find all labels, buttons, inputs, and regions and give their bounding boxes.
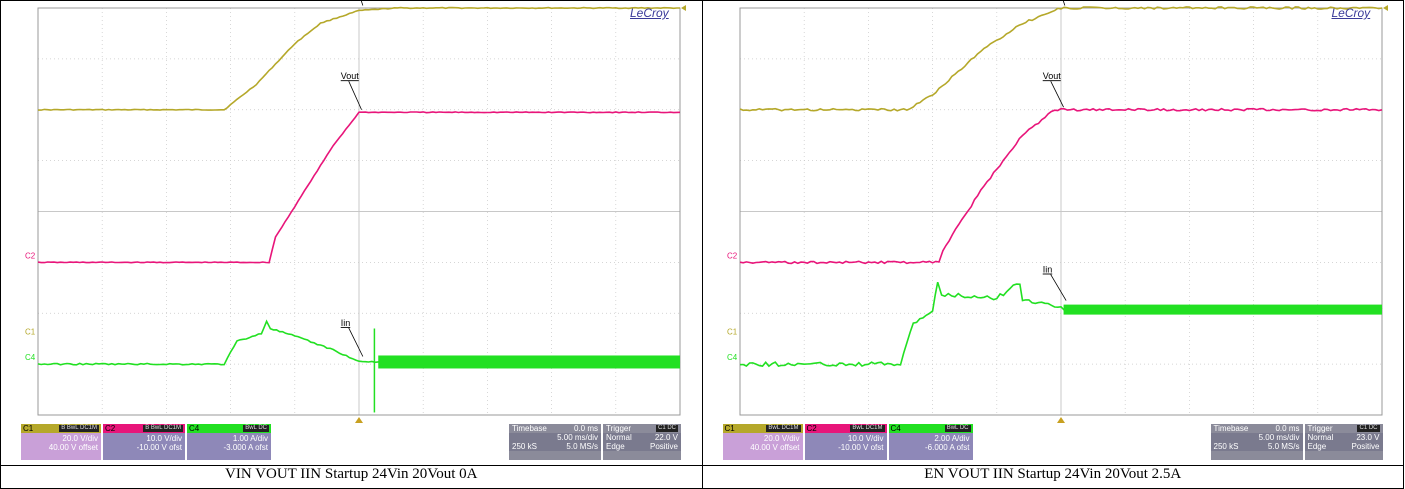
trigger-label: Trigger xyxy=(1307,424,1333,433)
timebase-delay: 0.0 ms xyxy=(1275,424,1300,433)
label-vin-leader xyxy=(1062,1,1065,6)
lecroy-logo: LeCroy xyxy=(630,6,669,20)
channel-marker-c1: C1 xyxy=(25,328,36,337)
trigger-mode: Normal xyxy=(1307,433,1334,442)
trigger-slope: Positive xyxy=(1351,442,1380,451)
channel-marker-c2: C2 xyxy=(727,251,738,260)
trigger-type: Edge xyxy=(606,442,625,451)
channel-descriptor-c1[interactable]: C1 B BwL DC1M 20.0 V/div 40.00 V offset xyxy=(21,424,101,460)
channel-tags: BwL DC xyxy=(243,425,269,432)
status-panel: C1 B BwL DC1M 20.0 V/div 40.00 V offset C2 B … xyxy=(1,422,697,462)
channel-offset: 40.00 V offset xyxy=(48,443,98,452)
channel-descriptor-c4[interactable]: C4 BwL DC 1.00 A/div -3.000 A ofst xyxy=(187,424,271,460)
channel-tags: BwL DC xyxy=(944,425,971,432)
trigger-position-arrow xyxy=(355,417,363,423)
timebase-delay: 0.0 ms xyxy=(573,424,598,433)
channel-marker-c1: C1 xyxy=(727,328,738,337)
trigger-level: 22.0 V xyxy=(654,433,678,442)
trace-iin-ripple-band xyxy=(1063,304,1382,315)
trigger-level-arrow xyxy=(681,5,686,11)
label-iin-leader xyxy=(1049,274,1066,301)
oscilloscope-plot: C1C2C4VinVoutIin xyxy=(25,1,686,423)
trace-vin xyxy=(38,6,680,111)
channel-tags: BwL DC1M xyxy=(766,425,801,432)
channel-scale: 2.00 A/div xyxy=(934,434,970,443)
trigger-descriptor[interactable]: Trigger C1 DC Normal 22.0 V Edge Positive xyxy=(603,424,681,460)
channel-tags: B BwL DC1M xyxy=(59,425,99,432)
trigger-type: Edge xyxy=(1307,442,1327,451)
timebase-rate: 5.0 MS/s xyxy=(1267,442,1300,451)
trace-vout xyxy=(37,111,681,264)
oscilloscope-plot: C1C2C4VinVoutIin xyxy=(727,1,1388,423)
label-iin: Iin xyxy=(341,318,351,328)
label-vin-leader xyxy=(360,1,364,6)
channel-name: C1 xyxy=(23,424,34,433)
channel-offset: -10.00 V ofst xyxy=(136,443,182,452)
channel-tags: BwL DC1M xyxy=(850,425,885,432)
channel-marker-c4: C4 xyxy=(25,353,36,362)
channel-name: C4 xyxy=(189,424,200,433)
timebase-rate: 5.0 MS/s xyxy=(566,442,598,451)
trigger-tags: C1 DC xyxy=(655,425,678,432)
timebase-descriptor[interactable]: Timebase 0.0 ms 5.00 ms/div 250 kS 5.0 MS/s xyxy=(509,424,601,460)
trace-vout xyxy=(739,107,1382,265)
channel-scale: 10.0 V/div xyxy=(146,434,182,443)
graticule-border xyxy=(739,7,1382,416)
channel-scale: 10.0 V/div xyxy=(847,434,884,443)
channel-offset: -10.00 V ofst xyxy=(838,443,884,452)
label-vout: Vout xyxy=(1042,71,1061,81)
label-iin-leader xyxy=(348,327,364,357)
channel-scale: 20.0 V/div xyxy=(763,434,800,443)
channel-scale: 1.00 A/div xyxy=(232,434,268,443)
channel-descriptor-c2[interactable]: C2 BwL DC1M 10.0 V/div -10.00 V ofst xyxy=(804,424,887,460)
label-vout-leader xyxy=(1049,81,1064,108)
timebase-tdiv: 5.00 ms/div xyxy=(1258,433,1300,442)
trace-iin-ripple-band xyxy=(378,355,680,369)
channel-name: C1 xyxy=(724,424,735,433)
trigger-slope: Positive xyxy=(649,442,678,451)
label-iin: Iin xyxy=(1042,265,1052,275)
label-vout: Vout xyxy=(341,71,360,81)
channel-offset: 40.00 V offset xyxy=(750,443,800,452)
timebase-descriptor[interactable]: Timebase 0.0 ms 5.00 ms/div 250 kS 5.0 MS/s xyxy=(1210,424,1303,460)
trigger-level-arrow xyxy=(1382,5,1388,11)
timebase-label: Timebase xyxy=(512,424,547,433)
trigger-descriptor[interactable]: Trigger C1 DC Normal 23.0 V Edge Positive xyxy=(1304,424,1383,460)
channel-marker-c4: C4 xyxy=(727,353,738,362)
channel-name: C2 xyxy=(806,424,817,433)
channel-name: C4 xyxy=(890,424,901,433)
channel-scale: 20.0 V/div xyxy=(62,434,98,443)
trigger-label: Trigger xyxy=(606,424,632,433)
label-vout-leader xyxy=(348,81,362,110)
trace-vin xyxy=(739,6,1382,112)
timebase-tdiv: 5.00 ms/div xyxy=(557,433,598,442)
graticule-border xyxy=(37,7,681,416)
trigger-mode: Normal xyxy=(606,433,632,442)
channel-descriptor-c4[interactable]: C4 BwL DC 2.00 A/div -6.000 A ofst xyxy=(888,424,973,460)
caption-right: EN VOUT IIN Startup 24Vin 20Vout 2.5A xyxy=(701,465,1404,489)
trigger-level: 23.0 V xyxy=(1356,433,1380,442)
channel-descriptor-c2[interactable]: C2 B BwL DC1M 10.0 V/div -10.00 V ofst xyxy=(103,424,185,460)
channel-marker-c2: C2 xyxy=(25,251,36,260)
channel-offset: -6.000 A ofst xyxy=(925,443,970,452)
channel-descriptor-c1[interactable]: C1 BwL DC1M 20.0 V/div 40.00 V offset xyxy=(722,424,803,460)
trigger-position-arrow xyxy=(1056,417,1065,423)
status-panel: C1 BwL DC1M 20.0 V/div 40.00 V offset C2 BwL … xyxy=(703,422,1399,462)
caption-left: VIN VOUT IIN Startup 24Vin 20Vout 0A xyxy=(0,465,703,489)
grid xyxy=(739,8,1382,415)
channel-offset: -3.000 A ofst xyxy=(223,443,268,452)
channel-name: C2 xyxy=(105,424,116,433)
trigger-tags: C1 DC xyxy=(1357,425,1380,432)
timebase-samples: 250 kS xyxy=(1213,442,1239,451)
channel-tags: B BwL DC1M xyxy=(143,425,183,432)
grid xyxy=(38,8,680,415)
timebase-label: Timebase xyxy=(1213,424,1249,433)
timebase-samples: 250 kS xyxy=(512,442,537,451)
lecroy-logo: LeCroy xyxy=(1331,6,1371,20)
